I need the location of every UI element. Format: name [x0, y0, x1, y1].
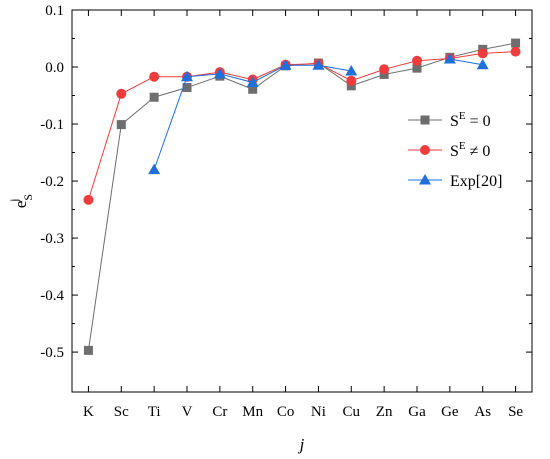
data-point — [248, 84, 258, 94]
data-point — [477, 48, 488, 59]
data-point — [149, 71, 160, 82]
data-point — [181, 70, 193, 82]
x-tick-label: Cu — [343, 404, 361, 420]
data-point — [511, 38, 521, 48]
x-axis: K Sc Ti V Cr Mn Co Ni Cu Zn Ga Ge As Se — [83, 10, 523, 420]
y-tick-label: 0.1 — [45, 3, 64, 19]
data-point — [412, 55, 422, 66]
data-point — [476, 58, 489, 70]
series-line — [449, 58, 483, 66]
data-point — [379, 69, 389, 79]
x-tick-label: Cr — [212, 404, 227, 420]
data-point — [213, 67, 226, 79]
data-point — [149, 92, 159, 102]
data-point — [379, 64, 390, 75]
data-point — [83, 345, 93, 355]
y-axis-title-base: e — [11, 201, 30, 209]
x-tick-label: V — [182, 404, 193, 420]
x-tick-label: As — [474, 404, 491, 420]
y-tick-label: -0.4 — [40, 288, 64, 304]
data-point — [83, 194, 94, 205]
x-tick-label: Mn — [242, 404, 263, 420]
y-axis: 0.1 0.0 -0.1 -0.2 -0.3 -0.4 -0.5 — [40, 3, 532, 361]
legend-label-superscript: E — [459, 140, 466, 152]
x-tick-label: Co — [277, 404, 295, 420]
x-tick-label: Zn — [376, 404, 393, 420]
y-axis-title-subscript: S — [21, 194, 35, 201]
x-axis-title: j — [298, 435, 305, 454]
x-tick-label: Ti — [148, 404, 161, 420]
x-tick-label: Ga — [408, 404, 426, 420]
y-tick-label: -0.5 — [40, 345, 64, 361]
y-tick-label: -0.2 — [40, 174, 64, 190]
data-point — [182, 83, 192, 93]
y-axis-title: eSj — [7, 194, 35, 208]
y-axis-title-superscript: j — [7, 199, 21, 203]
legend-marker — [420, 145, 430, 155]
legend-marker — [419, 174, 431, 185]
legend-label: SE ≠ 0 — [450, 140, 490, 160]
legend-label: Exp[20] — [450, 173, 502, 190]
series-line — [87, 51, 516, 201]
series-triangle — [148, 53, 489, 175]
y-tick-label: -0.3 — [40, 231, 64, 247]
y-tick-label: -0.1 — [40, 117, 64, 133]
data-point — [246, 76, 259, 87]
series-layer — [83, 38, 521, 355]
legend-label-base: Exp[20] — [450, 173, 502, 190]
data-point — [510, 46, 521, 57]
x-tick-label: Ge — [441, 404, 459, 420]
x-tick-label: Ni — [311, 404, 326, 420]
data-point — [346, 81, 356, 91]
x-tick-label: Sc — [114, 404, 129, 420]
legend-label-rest: ≠ 0 — [466, 143, 491, 160]
data-point — [412, 63, 422, 73]
data-point — [148, 163, 161, 175]
legend-label: SE = 0 — [450, 110, 491, 130]
x-tick-label: K — [83, 404, 94, 420]
legend-marker — [420, 115, 430, 125]
x-tick-label: Se — [508, 404, 523, 420]
legend-label-rest: = 0 — [466, 113, 491, 130]
y-tick-label: 0.0 — [45, 60, 64, 76]
data-point — [346, 75, 357, 86]
data-point — [345, 65, 358, 76]
legend-label-superscript: E — [459, 110, 466, 122]
data-point — [279, 59, 292, 70]
data-point — [443, 53, 456, 64]
data-point — [116, 88, 127, 99]
plot-area — [71, 9, 533, 393]
legend-label-base: S — [450, 143, 459, 160]
data-point — [116, 120, 126, 130]
legend-label-base: S — [450, 113, 459, 130]
data-point — [312, 59, 325, 70]
